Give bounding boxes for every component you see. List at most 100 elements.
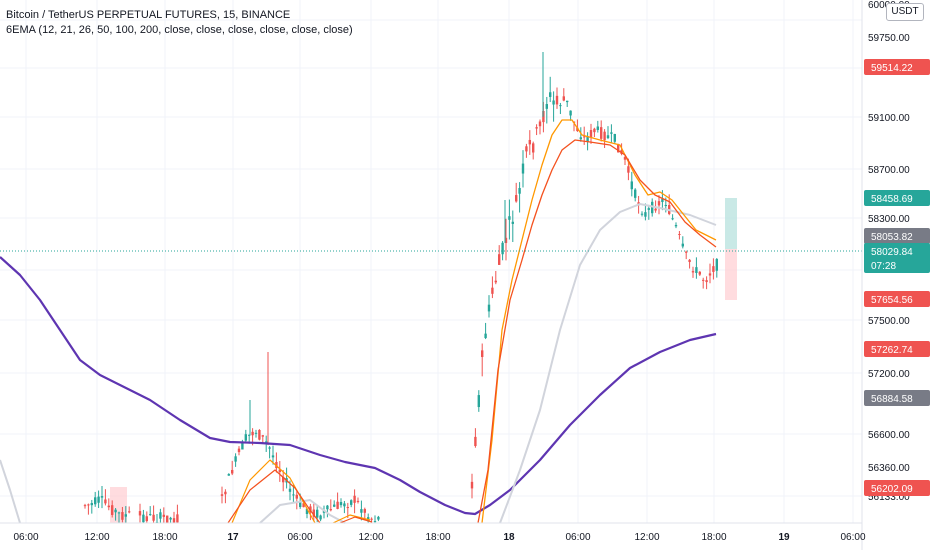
time-tick-label: 18 [503,532,515,543]
candle [545,96,548,124]
candle [538,119,542,135]
ema-12-line [332,514,371,524]
candle [552,91,555,122]
ema-12-line [481,119,717,524]
candle [343,500,346,514]
candle [644,203,647,221]
candle [292,484,295,503]
ema-12-line [231,459,316,524]
candle [166,515,169,523]
candle [114,508,117,521]
candle [237,446,241,456]
candle [518,182,521,213]
candle [515,182,518,203]
candle [474,428,477,448]
candle [640,211,644,217]
time-tick-label: 12:00 [634,532,659,543]
candle [681,236,684,249]
indicator-legend[interactable]: 6EMA (12, 21, 26, 50, 100, 200, close, c… [6,24,353,36]
candle [484,322,487,340]
price-marker-label: 58458.69 [871,194,913,205]
candle [169,516,172,523]
candle [117,511,121,523]
candle [481,343,484,377]
candle [152,505,155,523]
price-marker: 56202.09 [864,480,930,496]
candle [671,214,674,221]
candle [678,231,681,240]
candle [159,508,162,523]
candle [350,499,353,508]
candle [691,266,695,278]
loss-zone [725,249,737,300]
candle [559,102,562,115]
candle [566,100,569,107]
price-marker: 58458.69 [864,190,930,206]
ema-21-line [477,139,717,524]
candle [282,470,285,492]
candle [712,258,715,280]
candle [261,434,264,444]
candle [271,445,275,465]
time-tick-label: 12:00 [358,532,383,543]
candle [377,515,380,522]
candle [309,503,312,521]
candle [336,492,339,510]
time-axis[interactable]: 06:00 12:00 18:00 17 06:00 12:00 18:00 18 06:00 1… [0,522,866,543]
candle [224,489,227,504]
price-marker: 56884.58 [864,390,930,406]
candle [535,124,538,136]
price-marker-label: 58053.82 [871,232,913,243]
time-tick-label: 18:00 [701,532,726,543]
candle [83,503,87,509]
candle [501,241,504,261]
price-tick-label: 56133.00 [868,492,910,503]
candle [600,120,603,142]
candle [360,500,363,521]
candle [688,258,691,269]
ema-100-line [0,459,21,524]
price-marker: 57262.74 [864,341,930,357]
candle [555,87,559,109]
price-tick-label: 56360.00 [868,463,910,474]
candle [258,429,261,441]
candle [634,188,637,202]
candlesticks [83,52,718,523]
candle [511,210,514,243]
candle [623,156,627,166]
candle [142,509,145,523]
candle [268,446,271,459]
candle [227,473,230,476]
candle [356,497,360,504]
price-marker-label: 56884.58 [871,394,913,405]
candle [491,276,494,299]
candle [111,500,114,518]
candle [172,511,176,523]
candle [606,126,610,140]
profit-zone [725,198,737,249]
candle [589,123,593,144]
candle [121,506,124,523]
candle [124,506,127,523]
chart-grid [0,0,862,523]
candle [702,277,705,289]
time-tick-label: 06:00 [840,532,865,543]
currency-button[interactable]: USDT [886,3,924,21]
candle [220,486,224,504]
candle [630,171,633,197]
candle [549,76,552,103]
candle [498,245,501,265]
candle [90,499,93,514]
symbol-title[interactable]: Bitcoin / TetherUS PERPETUAL FUTURES, 15… [6,9,291,21]
candle [657,195,661,215]
candle [128,506,131,514]
candle [254,429,258,438]
price-tick-label: 59750.00 [868,33,910,44]
candle [107,498,110,511]
price-axis[interactable]: 60000.0059750.0059100.0058700.0058300.00… [861,0,930,550]
candle [94,491,97,507]
candle [100,485,104,509]
candle [576,119,579,132]
candle [504,218,508,261]
